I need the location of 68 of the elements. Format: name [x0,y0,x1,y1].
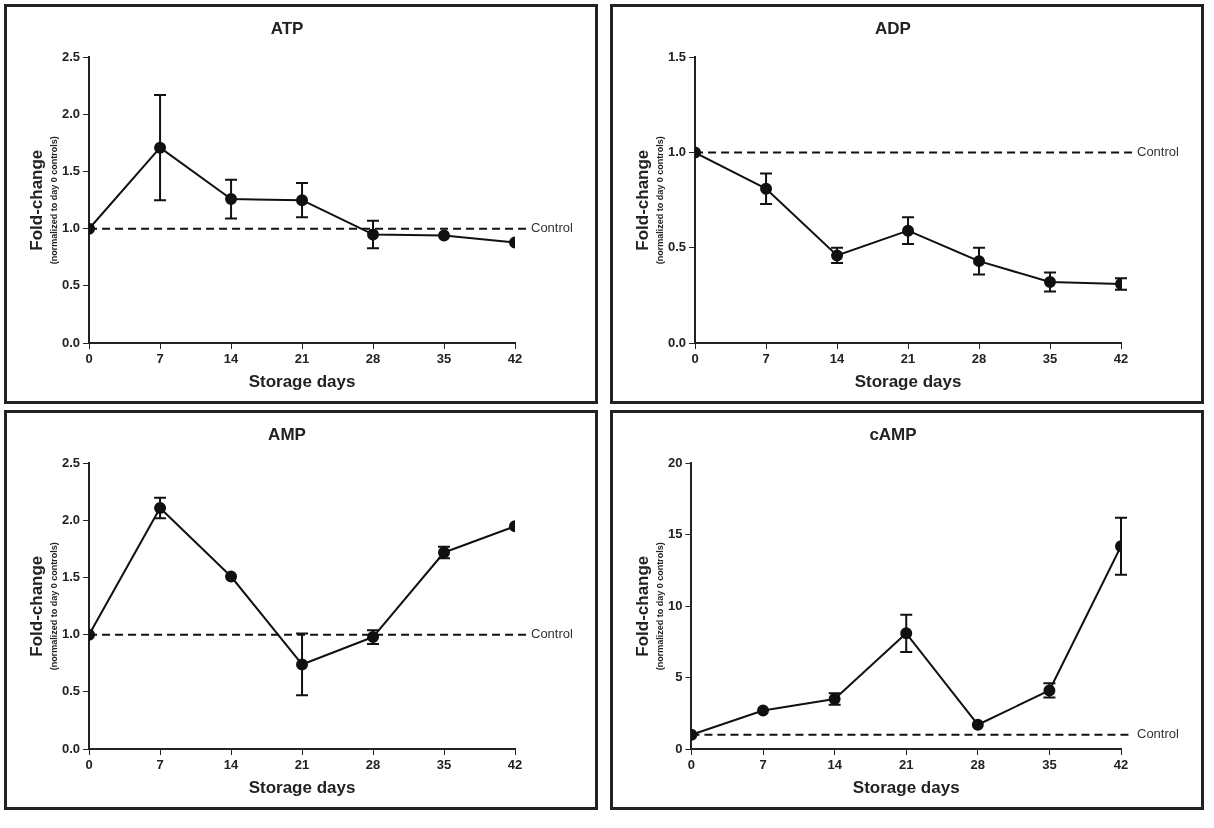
y-tick-label: 0.5 [61,683,81,699]
x-tick-label: 35 [436,757,452,773]
x-tick-label: 28 [365,757,381,773]
x-tick-label: 21 [900,351,916,367]
y-axis-title: Fold-change (normalized to day 0 controls) [632,136,666,265]
x-tick-label: 42 [507,351,523,367]
point [438,229,451,242]
y-tick-label: 2.0 [61,512,81,528]
x-tick-label: 21 [294,757,310,773]
y-tick-label: 1.0 [61,220,81,236]
x-axis-title: Storage days [852,778,960,798]
x-axis-title: Storage days [248,372,356,392]
x-tick-label: 7 [759,757,767,773]
y-tick-label: 20 [667,454,683,470]
y-tick-label: 15 [667,526,683,542]
y-tick-label: 0.5 [61,277,81,293]
x-tick-label: 21 [294,351,310,367]
x-axis-title: Storage days [854,372,962,392]
y-tick-label: 0 [675,740,683,756]
y-tick-label: 1.5 [61,569,81,585]
x-tick-label: 14 [223,757,240,773]
x-tick-label: 7 [156,351,164,367]
y-tick-label: 2.5 [61,454,81,470]
x-axis-title: Storage days [248,778,356,798]
ref-line-label: Control [531,220,574,236]
chart-title: ADP [875,18,911,38]
y-tick-label: 1.0 [61,626,81,642]
x-tick-label: 0 [85,757,93,773]
ref-line-label: Control [531,626,574,642]
chart-title: cAMP [869,424,917,444]
y-tick-label: 0.0 [667,334,687,350]
chart-title: ATP [270,18,304,38]
y-tick-label: 1.5 [667,48,687,64]
y-tick-label: 10 [667,597,683,613]
y-tick-label: 5 [675,669,683,685]
x-tick-label: 0 [691,351,699,367]
x-tick-label: 28 [971,351,987,367]
y-tick-label: 2.5 [61,48,81,64]
y-tick-label: 0.0 [61,334,81,350]
x-tick-label: 0 [85,351,93,367]
x-tick-label: 21 [899,757,914,773]
y-axis-title: Fold-change (normalized to day 0 controls) [632,542,666,671]
x-tick-label: 28 [365,351,381,367]
y-axis-title: Fold-change (normalized to day 0 controls) [26,136,60,265]
x-tick-label: 7 [156,757,164,773]
y-axis-title: Fold-change (normalized to day 0 controls) [26,542,60,671]
x-tick-label: 28 [970,757,986,773]
x-tick-label: 7 [762,351,770,367]
x-tick-label: 42 [507,757,523,773]
y-tick-label: 1.0 [667,144,687,160]
y-tick-label: 2.0 [61,106,81,122]
x-tick-label: 35 [1042,757,1057,773]
x-tick-label: 14 [223,351,240,367]
point [225,570,238,583]
y-tick-label: 1.5 [61,163,81,179]
point [971,718,984,731]
x-tick-label: 42 [1113,757,1129,773]
ref-line-label: Control [1137,144,1180,160]
chart-title: AMP [268,424,306,444]
point [757,704,770,717]
y-tick-label: 0.5 [667,239,687,255]
x-tick-label: 14 [829,351,846,367]
x-tick-label: 35 [1042,351,1058,367]
y-tick-label: 0.0 [61,740,81,756]
x-tick-label: 35 [436,351,452,367]
ref-line-label: Control [1137,726,1180,742]
x-tick-label: 14 [827,757,843,773]
x-tick-label: 42 [1113,351,1129,367]
